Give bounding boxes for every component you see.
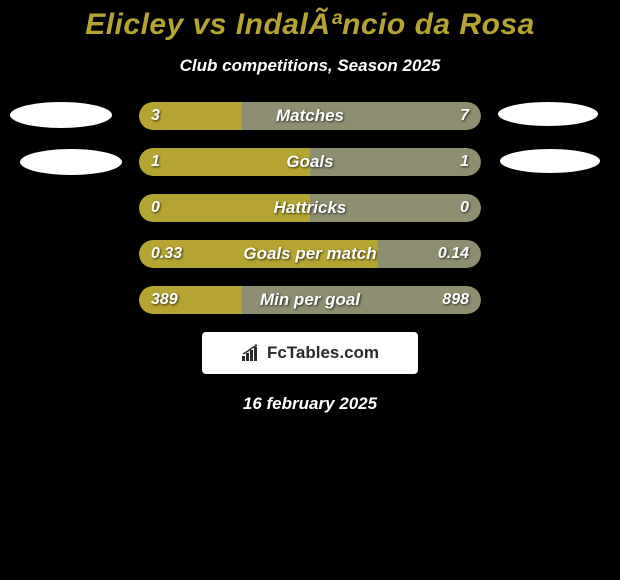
stat-row: 0.33 0.14 Goals per match xyxy=(139,240,481,268)
stat-value-left: 389 xyxy=(151,291,178,309)
stat-bars: 3 7 Matches 1 1 Goals 0 0 Hattricks 0.33 0.14 Goals… xyxy=(139,102,481,314)
stat-value-left: 0 xyxy=(151,199,160,217)
player-right-badge-1 xyxy=(498,102,598,126)
player-right-badge-2 xyxy=(500,149,600,173)
stat-label: Goals per match xyxy=(243,244,376,264)
comparison-card: Elicley vs IndalÃªncio da Rosa Club comp… xyxy=(0,0,620,414)
logo-text: FcTables.com xyxy=(267,343,379,363)
date-line: 16 february 2025 xyxy=(0,394,620,414)
stat-label: Matches xyxy=(276,106,344,126)
stats-area: 3 7 Matches 1 1 Goals 0 0 Hattricks 0.33 0.14 Goals… xyxy=(0,102,620,314)
subtitle: Club competitions, Season 2025 xyxy=(0,56,620,76)
stat-value-left: 0.33 xyxy=(151,245,182,263)
logo-box: FcTables.com xyxy=(202,332,418,374)
player-left-badge-2 xyxy=(20,149,122,175)
chart-icon xyxy=(241,344,263,362)
bar-fill-left xyxy=(139,148,310,176)
stat-value-right: 0 xyxy=(460,199,469,217)
page-title: Elicley vs IndalÃªncio da Rosa xyxy=(0,8,620,42)
stat-value-right: 1 xyxy=(460,153,469,171)
stat-value-right: 0.14 xyxy=(438,245,469,263)
player-left-badge-1 xyxy=(10,102,112,128)
stat-label: Min per goal xyxy=(260,290,360,310)
stat-row: 1 1 Goals xyxy=(139,148,481,176)
stat-row: 0 0 Hattricks xyxy=(139,194,481,222)
stat-label: Hattricks xyxy=(274,198,347,218)
stat-value-right: 7 xyxy=(460,107,469,125)
stat-label: Goals xyxy=(286,152,333,172)
stat-row: 389 898 Min per goal xyxy=(139,286,481,314)
stat-value-right: 898 xyxy=(442,291,469,309)
stat-value-left: 1 xyxy=(151,153,160,171)
stat-row: 3 7 Matches xyxy=(139,102,481,130)
stat-value-left: 3 xyxy=(151,107,160,125)
